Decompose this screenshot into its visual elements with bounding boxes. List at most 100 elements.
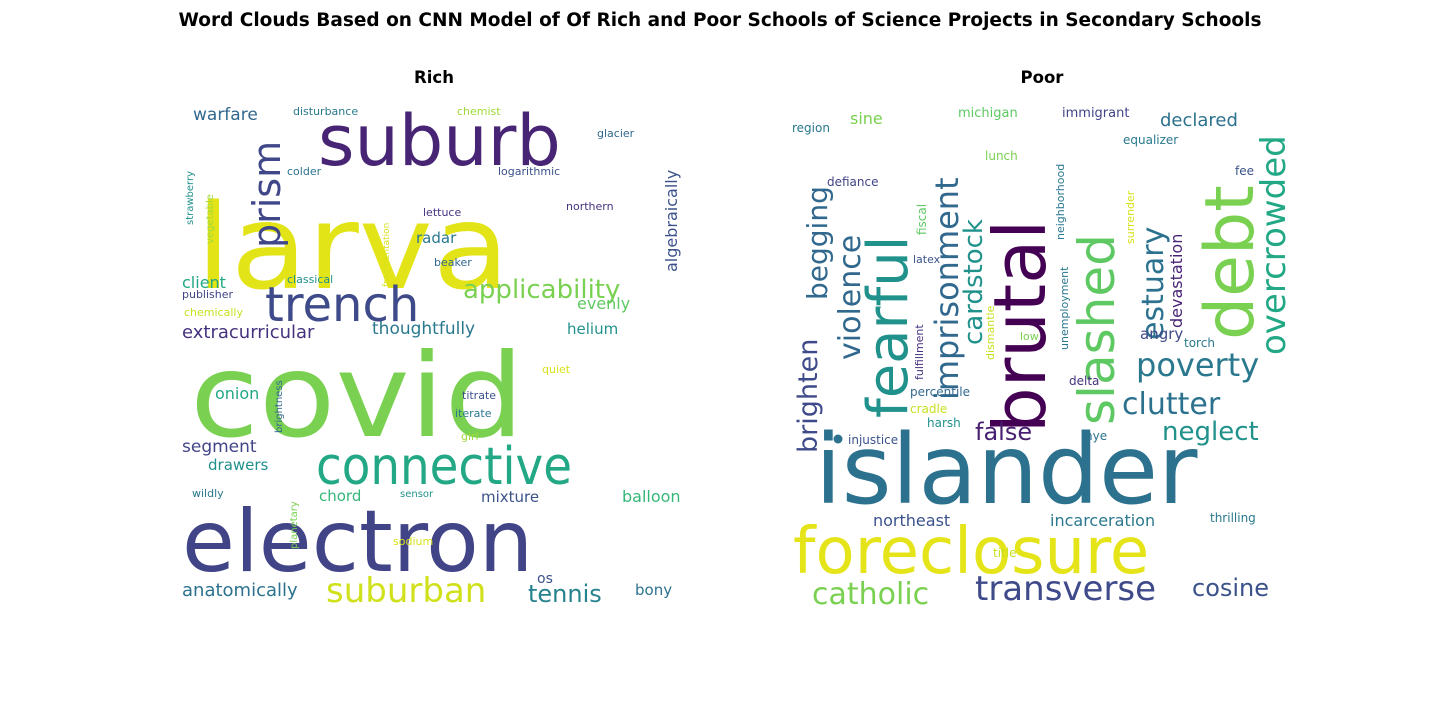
rich-word-quiet: quiet <box>542 363 571 376</box>
rich-word-beaker: beaker <box>434 256 472 269</box>
rich-word-brightness: brightness <box>274 380 285 433</box>
rich-word-electron: electron <box>182 492 533 592</box>
poor-word-imprisonment: imprisonment <box>928 177 966 400</box>
poor-word-thrilling: thrilling <box>1210 511 1256 525</box>
rich-word-helium: helium <box>567 320 618 338</box>
poor-word-title: title <box>993 546 1016 560</box>
rich-word-chord: chord <box>319 487 361 505</box>
rich-word-extracurricular: extracurricular <box>182 322 315 343</box>
rich-word-onion: onion <box>215 384 259 403</box>
rich-word-sensor: sensor <box>400 489 434 500</box>
rich-word-strawberry: strawberry <box>185 171 196 225</box>
poor-word-torch: torch <box>1184 336 1215 350</box>
panel-title-rich: Rich <box>414 68 454 87</box>
rich-word-girl: girl <box>461 430 479 443</box>
poor-word-declared: declared <box>1160 110 1238 131</box>
rich-word-disturbance: disturbance <box>293 105 358 118</box>
poor-word-fiscal: fiscal <box>915 204 929 235</box>
rich-word-trench: trench <box>265 277 419 333</box>
rich-word-titrate: titrate <box>462 389 496 402</box>
poor-word-incarceration: incarceration <box>1050 511 1155 530</box>
poor-word-angry: angry <box>1140 325 1183 343</box>
rich-word-warfare: warfare <box>193 105 258 125</box>
poor-word-transverse: transverse <box>975 569 1156 609</box>
rich-word-tennis: tennis <box>528 580 602 608</box>
poor-word-fearful: fearful <box>856 236 921 418</box>
poor-word-harsh: harsh <box>927 416 961 430</box>
rich-word-algebraically: algebraically <box>662 170 681 272</box>
rich-word-os: os <box>537 571 553 587</box>
rich-word-connective: connective <box>316 436 572 497</box>
rich-word-larva: larva <box>196 178 509 316</box>
poor-word-devastation: devastation <box>1167 234 1186 328</box>
rich-word-suburban: suburban <box>326 571 486 611</box>
poor-word-cosine: cosine <box>1192 574 1269 602</box>
poor-word-region: region <box>792 121 830 135</box>
rich-word-chemist: chemist <box>457 105 501 118</box>
poor-word-violence: violence <box>833 235 868 360</box>
poor-word-neglect: neglect <box>1162 417 1259 447</box>
poor-word-delta: delta <box>1069 374 1099 388</box>
rich-word-client: client <box>182 273 226 292</box>
poor-word-cradle: cradle <box>910 402 947 416</box>
rich-word-planetary: planetary <box>289 501 300 549</box>
poor-word-foreclosure: foreclosure <box>793 515 1149 589</box>
rich-word-applicability: applicability <box>463 275 620 305</box>
poor-word-percentile: percentile <box>910 385 970 399</box>
poor-word-dismantle: dismantle <box>984 305 997 360</box>
panel-title-poor: Poor <box>1020 68 1064 87</box>
rich-word-balloon: balloon <box>622 487 681 506</box>
rich-word-vegetable: vegetable <box>205 194 216 244</box>
poor-word-brutal: brutal <box>978 220 1062 433</box>
rich-word-mixture: mixture <box>481 488 539 506</box>
poor-word-catholic: catholic <box>812 577 929 612</box>
rich-word-thoughtfully: thoughtfully <box>372 319 475 339</box>
rich-word-lettuce: lettuce <box>423 206 461 219</box>
rich-word-radar: radar <box>416 229 457 247</box>
poor-word-latex: latex <box>913 253 941 266</box>
rich-word-chemically: chemically <box>184 306 243 319</box>
poor-word-lunch: lunch <box>985 149 1018 163</box>
rich-word-suburb: suburb <box>318 100 561 182</box>
poor-word-debt: debt <box>1191 185 1270 340</box>
poor-word-injustice: injustice <box>848 433 898 447</box>
poor-word-michigan: michigan <box>958 106 1018 121</box>
poor-word-nye: nye <box>1085 429 1107 443</box>
poor-word-low: low <box>1020 330 1039 343</box>
poor-word-fee: fee <box>1235 164 1254 178</box>
rich-word-segment: segment <box>182 437 257 457</box>
rich-word-publisher: publisher <box>182 288 234 301</box>
poor-word-brighten: brighten <box>793 339 824 453</box>
poor-word-begging: begging <box>801 186 834 300</box>
poor-word-estuary: estuary <box>1136 227 1171 340</box>
poor-word-islander: islander <box>815 414 1198 526</box>
poor-word-clutter: clutter <box>1122 387 1221 422</box>
poor-word-unemployment: unemployment <box>1058 266 1071 350</box>
rich-word-classical: classical <box>287 273 333 286</box>
rich-word-wildly: wildly <box>192 487 224 500</box>
rich-word-bony: bony <box>635 581 672 599</box>
rich-word-colder: colder <box>287 165 322 178</box>
poor-word-poverty: poverty <box>1136 346 1259 384</box>
rich-word-sodium: sodium <box>393 535 433 548</box>
poor-word-neighborhood: neighborhood <box>1054 164 1067 240</box>
poor-word-immigrant: immigrant <box>1062 106 1129 121</box>
rich-word-covid: covid <box>190 329 524 464</box>
figure-title: Word Clouds Based on CNN Model of Of Ric… <box>178 10 1262 31</box>
poor-word-equalizer: equalizer <box>1123 133 1178 147</box>
poor-word-false: false <box>975 418 1032 446</box>
poor-word-sine: sine <box>850 109 883 128</box>
poor-word-northeast: northeast <box>873 511 950 530</box>
poor-dot-mark <box>833 434 843 444</box>
poor-word-overcrowded: overcrowded <box>1254 135 1294 355</box>
poor-word-surrender: surrender <box>1124 190 1137 244</box>
rich-word-northern: northern <box>566 200 614 213</box>
poor-word-defiance: defiance <box>827 175 879 189</box>
rich-word-anatomically: anatomically <box>182 580 298 601</box>
rich-word-prism: prism <box>245 141 289 248</box>
rich-word-evenly: evenly <box>577 294 630 313</box>
rich-word-glacier: glacier <box>597 127 635 140</box>
poor-word-slashed: slashed <box>1068 234 1126 425</box>
